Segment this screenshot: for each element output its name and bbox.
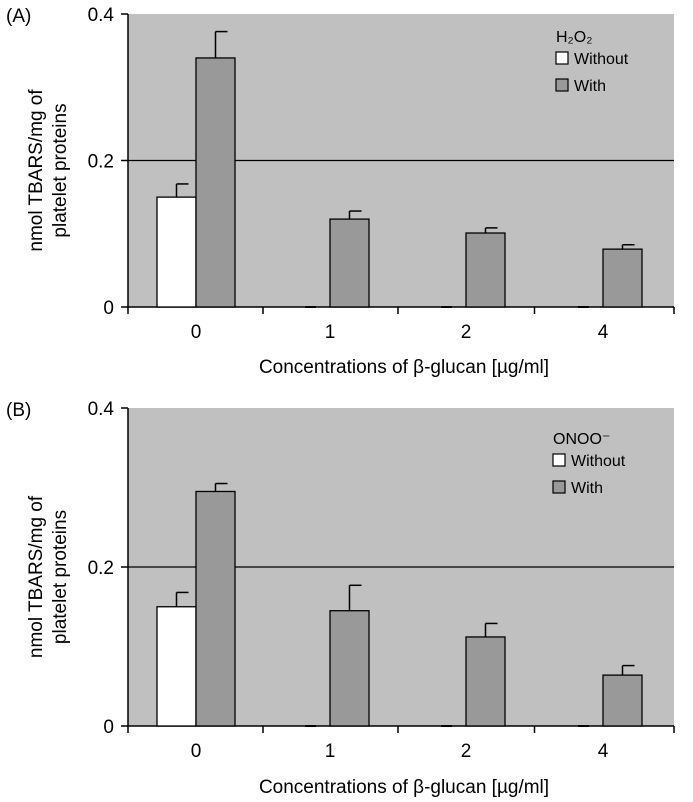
x-tick-label: 0	[191, 322, 202, 343]
x-tick-label: 4	[598, 741, 609, 762]
bar-with	[329, 218, 370, 308]
x-tick-label: 4	[598, 322, 609, 343]
legend-swatch-with	[555, 78, 569, 92]
x-tick-label: 2	[461, 741, 472, 762]
y-tick-label: 0.2	[88, 152, 114, 173]
panel-label: (A)	[6, 6, 31, 27]
x-axis-label: Concentrations of β-glucan [µg/ml]	[259, 777, 549, 798]
x-tick-label: 2	[461, 322, 472, 343]
y-tick-label: 0.2	[88, 558, 114, 579]
legend-entry: With	[574, 78, 606, 95]
bar-with	[465, 636, 506, 727]
bar-with	[602, 674, 643, 727]
legend-swatch-without	[555, 51, 569, 65]
bar-with	[602, 248, 643, 308]
y-tick-label: 0	[103, 298, 114, 319]
legend-entry: With	[571, 480, 603, 497]
legend-entry: Without	[571, 453, 626, 470]
y-tick-label: 0.4	[88, 5, 115, 26]
y-axis-label: platelet proteins	[50, 103, 71, 237]
y-axis-label: nmol TBARS/mg of	[26, 495, 47, 658]
y-axis-label: platelet proteins	[50, 510, 71, 644]
bar-with	[195, 57, 236, 308]
x-tick-label: 0	[191, 741, 202, 762]
bar-with	[195, 490, 236, 727]
legend-title: ONOO⁻	[553, 431, 610, 448]
x-tick-label: 1	[325, 322, 336, 343]
y-tick-label: 0.4	[88, 399, 115, 420]
panel-label: (B)	[6, 400, 31, 421]
legend-swatch-with	[552, 480, 566, 494]
bar-without	[156, 196, 197, 308]
x-tick-label: 1	[325, 741, 336, 762]
bar-without	[156, 606, 197, 727]
legend-entry: Without	[574, 51, 629, 68]
bar-with	[329, 610, 370, 727]
legend-title: H₂O₂	[556, 29, 592, 46]
y-tick-label: 0	[103, 717, 114, 738]
bar-with	[465, 232, 506, 308]
y-axis-label: nmol TBARS/mg of	[26, 89, 47, 252]
x-axis-label: Concentrations of β-glucan [µg/ml]	[259, 357, 549, 378]
legend-swatch-without	[552, 453, 566, 467]
